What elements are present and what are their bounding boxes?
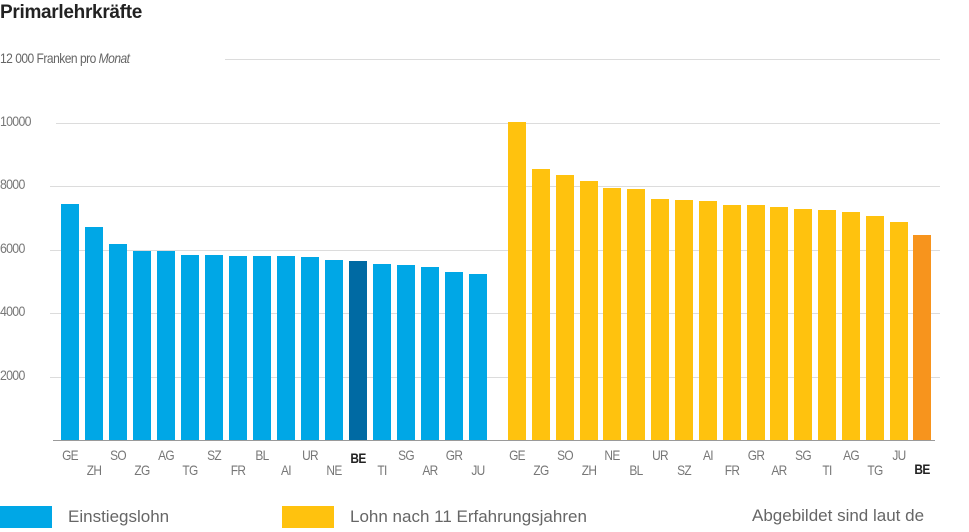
bar-erfahrung-ai	[699, 201, 717, 440]
bar-erfahrung-sg	[794, 209, 812, 440]
x-label-zg: ZG	[533, 462, 549, 478]
bar-erfahrung-tg	[866, 216, 884, 440]
x-label-ne: NE	[326, 462, 342, 478]
bar-erfahrung-ge	[508, 122, 526, 440]
gridline-2000	[50, 377, 940, 378]
y-tick-label: 10000	[0, 113, 31, 129]
legend-swatch-blue	[0, 506, 52, 528]
bar-erfahrung-ur	[651, 199, 669, 440]
bar-erfahrung-gr	[747, 205, 765, 440]
x-label-sz: SZ	[677, 462, 692, 478]
x-label-ti: TI	[822, 462, 832, 478]
x-label-gr: GR	[445, 447, 463, 463]
x-label-ju: JU	[471, 462, 485, 478]
y-tick-label: 8000	[0, 176, 25, 192]
bar-erfahrung-ti	[818, 210, 836, 440]
x-label-bl: BL	[629, 462, 643, 478]
x-label-ti: TI	[377, 462, 387, 478]
gridline-8000	[50, 186, 940, 187]
bar-erfahrung-zh	[580, 181, 598, 440]
bar-einstieg-tg	[181, 255, 199, 440]
bar-einstieg-sz	[205, 255, 223, 440]
bar-einstieg-so	[109, 244, 127, 440]
legend-note-text: Abgebildet sind laut de	[752, 506, 925, 525]
x-label-fr: FR	[230, 462, 246, 478]
bar-einstieg-zg	[133, 251, 151, 440]
y-tick-label: 6000	[0, 240, 25, 256]
bar-einstieg-ag	[157, 251, 175, 440]
bar-erfahrung-bl	[627, 189, 645, 440]
y-axis-unit-label: 12 000 Franken pro Monat	[0, 50, 130, 66]
x-axis-baseline	[53, 440, 935, 441]
x-label-fr: FR	[724, 462, 740, 478]
bar-erfahrung-zg	[532, 169, 550, 440]
y-tick-label: 2000	[0, 367, 25, 383]
x-label-zg: ZG	[134, 462, 150, 478]
bar-erfahrung-be	[913, 235, 931, 440]
bar-erfahrung-ag	[842, 212, 860, 440]
legend-label: Lohn nach 11 Erfahrungsjahren	[350, 507, 587, 526]
bar-einstieg-gr	[445, 272, 463, 440]
bar-einstieg-ne	[325, 260, 343, 440]
bar-erfahrung-sz	[675, 200, 693, 440]
bar-einstieg-be	[349, 261, 367, 440]
x-label-ge: GE	[509, 447, 526, 463]
bar-einstieg-ai	[277, 256, 295, 440]
x-label-ge: GE	[62, 447, 79, 463]
gridline-12000	[225, 59, 940, 60]
x-label-ar: AR	[422, 462, 438, 478]
x-label-sz: SZ	[207, 447, 222, 463]
bar-erfahrung-ne	[603, 188, 621, 440]
legend-label: Einstiegslohn	[68, 507, 170, 526]
bar-erfahrung-ju	[890, 222, 908, 440]
x-label-ai: AI	[281, 462, 292, 478]
x-label-ag: AG	[843, 447, 860, 463]
unit-suffix: Monat	[98, 50, 130, 66]
bar-einstieg-sg	[397, 265, 415, 440]
x-label-zh: ZH	[86, 462, 102, 478]
x-label-tg: TG	[867, 462, 883, 478]
bar-einstieg-ar	[421, 267, 439, 440]
bar-einstieg-ge	[61, 204, 79, 440]
x-label-ar: AR	[771, 462, 787, 478]
x-label-zh: ZH	[581, 462, 597, 478]
bar-erfahrung-ar	[770, 207, 788, 440]
x-label-ju: JU	[892, 447, 906, 463]
x-label-ur: UR	[652, 447, 669, 463]
bar-einstieg-ti	[373, 264, 391, 440]
x-label-be: BE	[350, 450, 366, 466]
gridline-10000	[56, 123, 940, 124]
x-label-sg: SG	[398, 447, 415, 463]
bar-einstieg-bl	[253, 256, 271, 440]
bar-erfahrung-so	[556, 175, 574, 440]
x-label-ne: NE	[604, 447, 620, 463]
x-label-so: SO	[110, 447, 127, 463]
y-tick-label: 4000	[0, 303, 25, 319]
bar-einstieg-fr	[229, 256, 247, 440]
legend-item-lohn-11-jahre: Lohn nach 11 Erfahrungsjahren	[282, 506, 587, 528]
legend-item-einstiegslohn: Einstiegslohn	[0, 506, 169, 528]
chart-title: Primarlehrkräfte	[0, 2, 142, 23]
unit-prefix: 12 000 Franken pro	[0, 50, 99, 66]
gridline-6000	[50, 250, 940, 251]
bar-erfahrung-fr	[723, 205, 741, 440]
gridline-4000	[50, 313, 940, 314]
x-label-sg: SG	[795, 447, 812, 463]
x-label-tg: TG	[182, 462, 198, 478]
x-label-ur: UR	[302, 447, 319, 463]
legend-note: Abgebildet sind laut de	[752, 506, 924, 526]
bar-einstieg-ur	[301, 257, 319, 440]
legend-swatch-yellow	[282, 506, 334, 528]
x-label-bl: BL	[255, 447, 269, 463]
bar-einstieg-ju	[469, 274, 487, 440]
x-label-be: BE	[914, 461, 930, 477]
x-label-so: SO	[557, 447, 574, 463]
x-label-ag: AG	[158, 447, 175, 463]
x-label-gr: GR	[747, 447, 765, 463]
bar-einstieg-zh	[85, 227, 103, 440]
x-label-ai: AI	[703, 447, 714, 463]
